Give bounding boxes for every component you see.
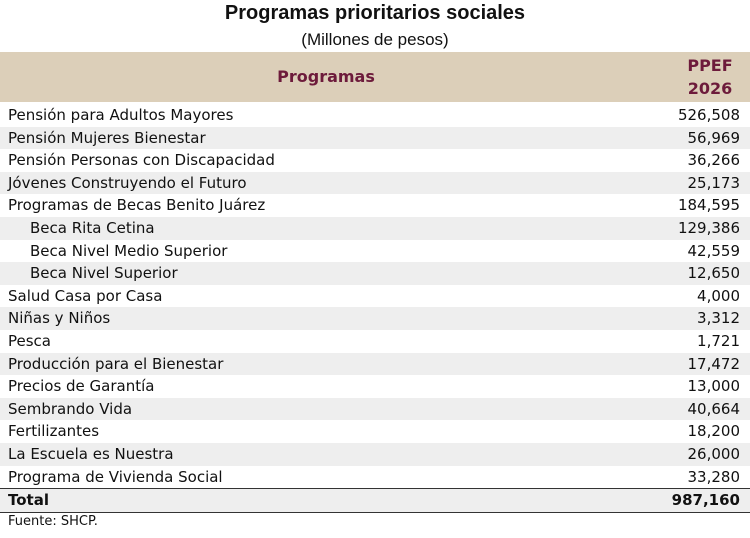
row-value: 33,280: [687, 467, 741, 486]
row-label: Jóvenes Construyendo el Futuro: [8, 173, 247, 192]
row-value: 36,266: [687, 151, 741, 170]
row-value: 56,969: [687, 128, 741, 147]
row-value: 25,173: [687, 173, 741, 192]
row-value: 40,664: [687, 399, 741, 418]
table-row: Pensión Personas con Discapacidad 36,266: [0, 149, 750, 172]
table-row: Beca Nivel Superior 12,650: [0, 262, 750, 285]
row-value: 12,650: [687, 264, 741, 283]
table-body: Pensión para Adultos Mayores 526,508 Pensi…: [0, 104, 750, 513]
row-value: 26,000: [687, 444, 741, 463]
title: Programas prioritarios sociales: [224, 2, 526, 24]
row-value: 1,721: [697, 331, 740, 350]
column-header-line: PPEF: [687, 56, 733, 75]
row-value: 42,559: [687, 241, 741, 260]
row-label: Producción para el Bienestar: [8, 354, 224, 373]
column-header: Programas: [277, 67, 375, 86]
row-value: 13,000: [687, 377, 741, 396]
column-header: PPEF 2026: [680, 54, 740, 100]
row-label: Salud Casa por Casa: [8, 286, 163, 305]
row-label: Programas de Becas Benito Juárez: [8, 196, 266, 215]
row-label: Pensión para Adultos Mayores: [8, 106, 234, 124]
table-row: Producción para el Bienestar 17,472: [0, 352, 750, 376]
table-row: Jóvenes Construyendo el Futuro 25,173: [0, 171, 750, 195]
row-label: Pensión Mujeres Bienestar: [8, 128, 206, 147]
row-label: Beca Nivel Medio Superior: [30, 241, 228, 260]
table-row: Total 987,160: [0, 488, 750, 513]
table-row: Pensión para Adultos Mayores 526,508: [0, 104, 750, 127]
row-label: Pensión Personas con Discapacidad: [8, 151, 275, 170]
row-value: 4,000: [697, 286, 740, 305]
row-label: Sembrando Vida: [8, 399, 133, 418]
row-label: Beca Nivel Superior: [30, 264, 178, 283]
table-header: Programas PPEF 2026: [0, 52, 750, 102]
row-value: 987,160: [671, 491, 740, 510]
row-label: Total: [8, 491, 49, 510]
row-label: Pesca: [8, 331, 51, 350]
table-row: Pesca 1,721: [0, 330, 750, 353]
source-note: Fuente: SHCP.: [8, 514, 98, 529]
row-value: 3,312: [697, 309, 740, 328]
table-row: La Escuela es Nuestra 26,000: [0, 442, 750, 466]
row-value: 129,386: [677, 218, 740, 237]
row-label: Beca Rita Cetina: [30, 218, 155, 237]
row-label: Niñas y Niños: [8, 309, 111, 328]
table-row: Niñas y Niños 3,312: [0, 307, 750, 330]
table-row: Beca Nivel Medio Superior 42,559: [0, 240, 750, 263]
subtitle: (Millones de pesos): [301, 30, 449, 49]
row-label: Programa de Vivienda Social: [8, 467, 223, 486]
table-row: Sembrando Vida 40,664: [0, 397, 750, 421]
table-row: Programas de Becas Benito Juárez 184,595: [0, 194, 750, 217]
table-row: Salud Casa por Casa 4,000: [0, 285, 750, 308]
table-row: Beca Rita Cetina 129,386: [0, 216, 750, 240]
table-row: Fertilizantes 18,200: [0, 420, 750, 443]
row-label: Precios de Garantía: [8, 377, 155, 396]
column-header-line: 2026: [687, 79, 733, 98]
row-value: 184,595: [677, 196, 740, 215]
row-label: Fertilizantes: [8, 422, 100, 441]
row-label: La Escuela es Nuestra: [8, 444, 174, 463]
row-value: 17,472: [687, 354, 741, 373]
table-row: Pensión Mujeres Bienestar 56,969: [0, 126, 750, 150]
table-row: Programa de Vivienda Social 33,280: [0, 466, 750, 489]
row-value: 526,508: [677, 106, 740, 124]
row-value: 18,200: [687, 422, 741, 441]
table-row: Precios de Garantía 13,000: [0, 375, 750, 398]
